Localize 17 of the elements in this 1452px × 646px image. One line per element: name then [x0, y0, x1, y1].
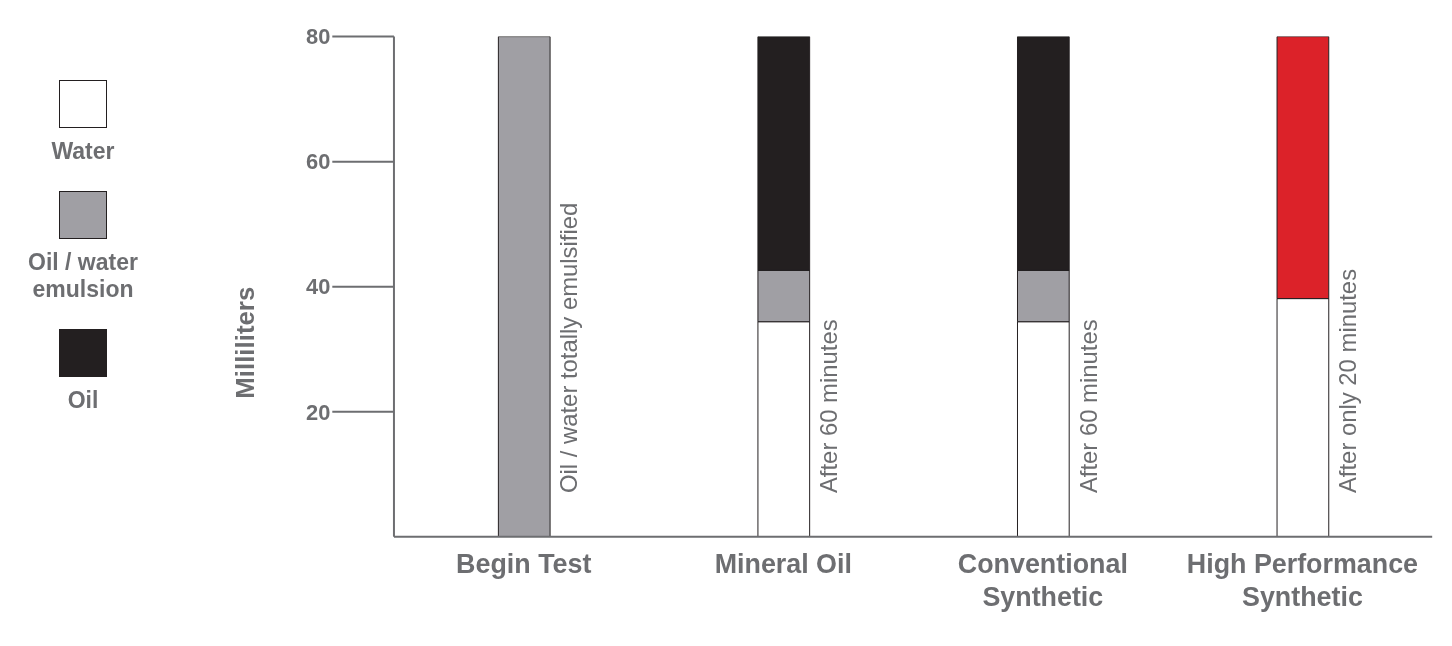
annotation: Oil / water totally emulsified [555, 202, 583, 494]
annotation: After 60 minutes [814, 319, 842, 494]
legend-label: Water [51, 138, 115, 165]
y-tick-label: 40 [305, 274, 331, 300]
annotation: After 60 minutes [1074, 319, 1102, 494]
y-tick-label: 60 [305, 149, 331, 175]
x-tick-label: Mineral Oil [714, 548, 852, 579]
y-tick-label: 80 [305, 24, 331, 50]
bar [497, 36, 551, 537]
x-tick-label: Begin Test [456, 548, 592, 579]
legend-label: Oil / water emulsion [27, 249, 139, 303]
annotation: After only 20 minutes [1333, 268, 1361, 494]
x-tick-label: Conventional Synthetic [957, 548, 1128, 613]
y-tick-label: 20 [305, 399, 331, 425]
x-tick-label: High Performance Synthetic [1186, 548, 1418, 613]
legend-label: Oil [67, 387, 99, 414]
y-axis-title: Milliliters [230, 286, 259, 399]
